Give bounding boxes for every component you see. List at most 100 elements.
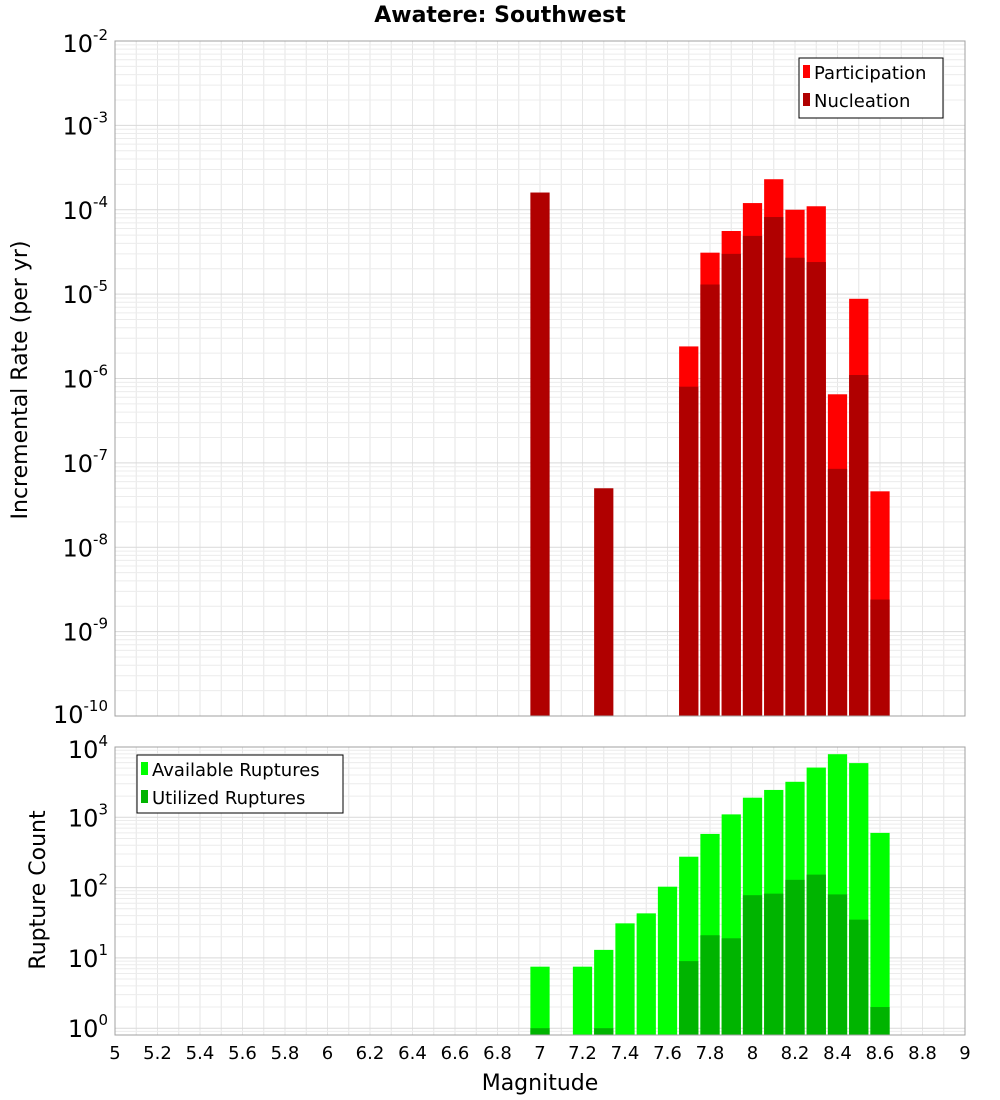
y-tick-base: 10 — [62, 619, 93, 647]
y-tick-base: 10 — [62, 112, 93, 140]
bar — [742, 895, 763, 1035]
bar — [870, 599, 890, 716]
x-tick-label: 7.4 — [611, 1043, 640, 1064]
bar — [530, 192, 550, 717]
y-tick-label: 10-7 — [62, 446, 108, 478]
x-axis-label: Magnitude — [482, 1071, 599, 1096]
y-tick-exponent: 1 — [98, 941, 108, 959]
y-tick-base: 10 — [68, 875, 99, 903]
bar — [679, 386, 699, 716]
legend-swatch — [803, 93, 810, 106]
x-tick-label: 5.2 — [143, 1043, 172, 1064]
y-tick-label: 101 — [68, 941, 108, 973]
y-tick-exponent: 4 — [98, 732, 108, 750]
legend-swatch — [141, 790, 148, 803]
y-tick-label: 10-6 — [62, 362, 108, 394]
x-tick-label: 5.4 — [186, 1043, 215, 1064]
bar — [870, 1007, 890, 1035]
y-tick-label: 10-3 — [62, 108, 108, 140]
plot-frame — [114, 40, 966, 717]
y-tick-base: 10 — [68, 945, 99, 973]
y-tick-exponent: 0 — [98, 1011, 108, 1029]
legend-label: Nucleation — [814, 91, 910, 112]
x-tick-label: 6.6 — [441, 1043, 470, 1064]
x-tick-label: 8 — [747, 1043, 758, 1064]
y-tick-base: 10 — [53, 701, 84, 729]
legend-label: Participation — [814, 63, 926, 84]
x-tick-labels: 5 5.2 5.4 5.6 5.8 6 6.2 6.4 6.6 6.8 7 7.2 7.4 7.6 7.8 8… — [109, 1043, 970, 1064]
bar — [615, 923, 635, 1035]
y-tick-exponent: -4 — [93, 193, 108, 211]
y-tick-exponent: -9 — [93, 615, 108, 633]
bar — [530, 1028, 550, 1035]
legend-label: Available Ruptures — [152, 760, 320, 781]
x-tick-label: 6.4 — [398, 1043, 427, 1064]
y-tick-base: 10 — [62, 30, 93, 58]
series-1 — [530, 192, 890, 717]
bar — [806, 262, 826, 716]
y-tick-exponent: -7 — [93, 446, 108, 464]
bar — [700, 935, 720, 1035]
plot-frame — [114, 746, 966, 1036]
bar — [764, 893, 784, 1035]
series-1 — [530, 874, 890, 1035]
y-tick-base: 10 — [62, 534, 93, 562]
x-tick-label: 7.6 — [653, 1043, 682, 1064]
legend-swatch — [803, 65, 810, 78]
y-tick-base: 10 — [68, 804, 99, 832]
bar — [764, 217, 784, 716]
chart-title: Awatere: Southwest — [374, 3, 626, 28]
legend-box — [798, 57, 944, 119]
bar — [849, 375, 869, 716]
bar — [594, 949, 614, 1035]
bar — [827, 894, 848, 1035]
y-tick-label: 10-5 — [62, 277, 108, 309]
bar — [849, 919, 869, 1035]
x-tick-label: 6.2 — [356, 1043, 385, 1064]
y-tick-labels: 10-210-310-410-510-610-710-810-910-10 — [53, 26, 108, 729]
bottom-y-axis-label: Rupture Count — [26, 810, 51, 970]
legend-label: Utilized Ruptures — [152, 788, 305, 809]
x-tick-label: 6 — [322, 1043, 333, 1064]
bar — [594, 1028, 614, 1035]
y-tick-exponent: -6 — [93, 362, 108, 380]
bar — [679, 961, 699, 1035]
y-tick-exponent: -10 — [84, 697, 109, 715]
legend-box — [136, 754, 344, 814]
bar — [721, 253, 741, 716]
y-tick-label: 104 — [68, 732, 108, 764]
y-tick-label: 100 — [68, 1011, 108, 1043]
legend-swatch — [141, 762, 148, 775]
x-tick-label: 5.8 — [271, 1043, 300, 1064]
x-tick-label: 7.2 — [568, 1043, 597, 1064]
y-tick-exponent: 3 — [98, 800, 108, 818]
bar — [657, 886, 678, 1035]
y-tick-base: 10 — [68, 736, 99, 764]
y-tick-label: 10-2 — [62, 26, 108, 58]
top-plot-panel: 10-210-310-410-510-610-710-810-910-10Par… — [53, 26, 966, 729]
x-tick-label: 8.2 — [781, 1043, 810, 1064]
bar — [530, 966, 550, 1035]
y-tick-exponent: 2 — [98, 871, 108, 889]
x-tick-label: 8.6 — [866, 1043, 895, 1064]
bar — [742, 235, 763, 716]
bar — [594, 488, 614, 716]
bar — [785, 879, 805, 1035]
y-tick-base: 10 — [62, 197, 93, 225]
y-tick-base: 10 — [62, 366, 93, 394]
x-tick-label: 6.8 — [483, 1043, 512, 1064]
x-tick-label: 8.8 — [908, 1043, 937, 1064]
y-tick-label: 10-8 — [62, 530, 108, 562]
y-tick-base: 10 — [68, 1015, 99, 1043]
top-y-axis-label: Incremental Rate (per yr) — [8, 241, 33, 520]
bar — [636, 913, 656, 1035]
y-tick-exponent: -5 — [93, 277, 108, 295]
bar — [785, 257, 805, 716]
y-tick-exponent: -2 — [93, 26, 108, 44]
legend: Participation Nucleation — [798, 57, 944, 119]
bar — [700, 284, 720, 716]
bar — [572, 966, 593, 1035]
